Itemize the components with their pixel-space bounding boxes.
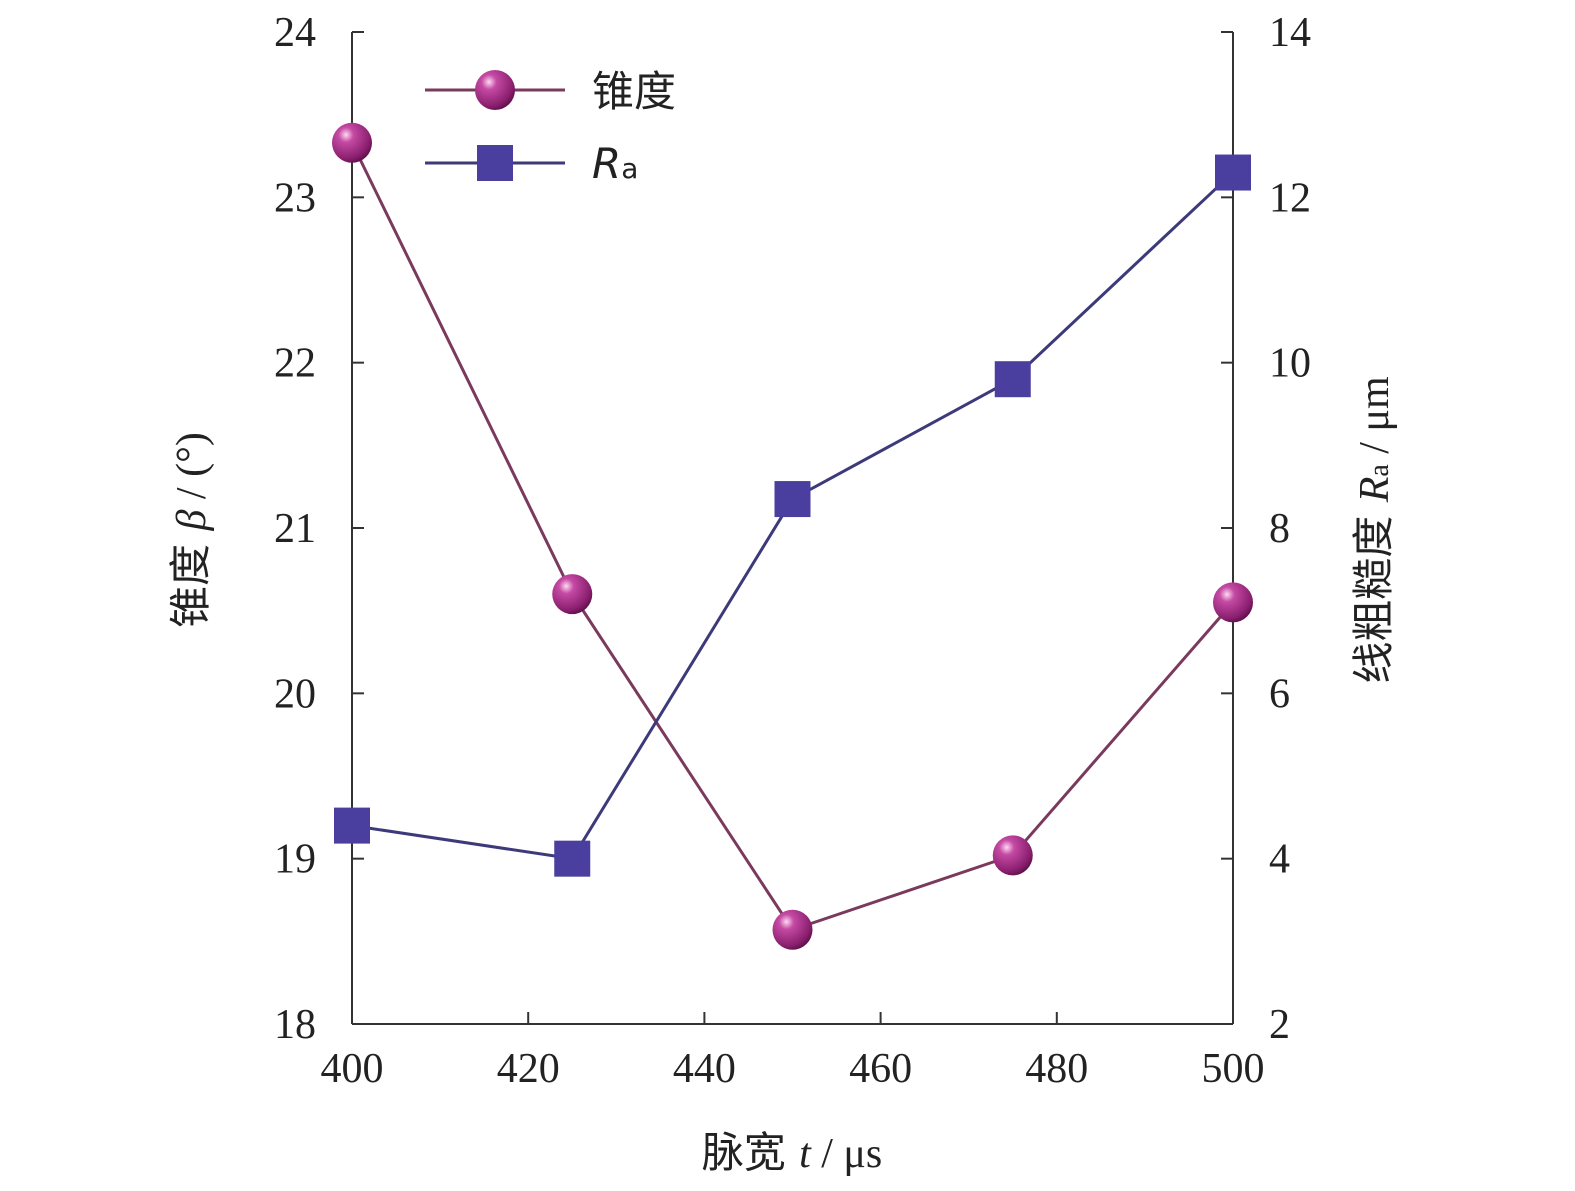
left-tick-label: 23 — [274, 175, 316, 221]
x-tick-label: 500 — [1202, 1046, 1265, 1092]
x-tick-label: 460 — [849, 1046, 912, 1092]
ra-point — [774, 481, 811, 518]
legend-marker-sphere — [475, 70, 515, 110]
left-tick-label: 22 — [274, 341, 316, 387]
left-tick-label: 21 — [274, 506, 316, 552]
taper-point — [992, 835, 1033, 876]
right-tick-label: 6 — [1269, 671, 1290, 717]
legend-label-taper: 锥度 — [592, 67, 676, 116]
left-tick-label: 19 — [274, 837, 316, 883]
taper-point — [552, 574, 593, 615]
series-markers — [332, 122, 1253, 950]
right-tick-label: 10 — [1269, 341, 1311, 387]
right-tick-label: 4 — [1269, 837, 1290, 883]
x-axis-ticks: 400 420 440 460 480 500 — [321, 1012, 1265, 1092]
right-tick-label: 12 — [1269, 175, 1311, 221]
right-axis-title: 线粗糙度 Ra / μm — [1349, 376, 1398, 684]
series-lines — [350, 142, 1235, 932]
left-tick-label: 18 — [274, 1002, 316, 1048]
right-tick-label: 14 — [1269, 10, 1311, 56]
legend-item-ra: Ra — [425, 139, 638, 188]
x-tick-label: 440 — [673, 1046, 736, 1092]
ra-point — [334, 807, 370, 844]
legend: 锥度 Ra — [425, 67, 676, 188]
x-tick-label: 400 — [321, 1046, 384, 1092]
ra-point — [554, 840, 591, 877]
left-tick-label: 24 — [274, 10, 316, 56]
left-tick-label: 20 — [274, 671, 316, 717]
right-tick-label: 8 — [1269, 506, 1290, 552]
taper-series-line — [350, 142, 1235, 932]
left-axis-ticks: 18 19 20 21 22 23 24 — [274, 10, 364, 1048]
ra-point — [1215, 154, 1251, 191]
legend-item-taper: 锥度 — [425, 67, 676, 116]
x-tick-label: 420 — [497, 1046, 560, 1092]
legend-label-ra: Ra — [592, 139, 638, 188]
legend-marker-square — [477, 145, 513, 181]
taper-point — [1213, 582, 1253, 623]
x-tick-label: 480 — [1025, 1046, 1088, 1092]
left-axis-title: 锥度 β / (°) — [166, 432, 215, 628]
right-tick-label: 2 — [1269, 1002, 1290, 1048]
x-axis-title: 脉宽 t / μs — [702, 1128, 883, 1177]
right-axis-ticks: 2 4 6 8 10 12 14 — [1221, 10, 1311, 1048]
ra-point — [994, 361, 1031, 398]
taper-point — [332, 122, 372, 163]
taper-point — [772, 909, 813, 950]
